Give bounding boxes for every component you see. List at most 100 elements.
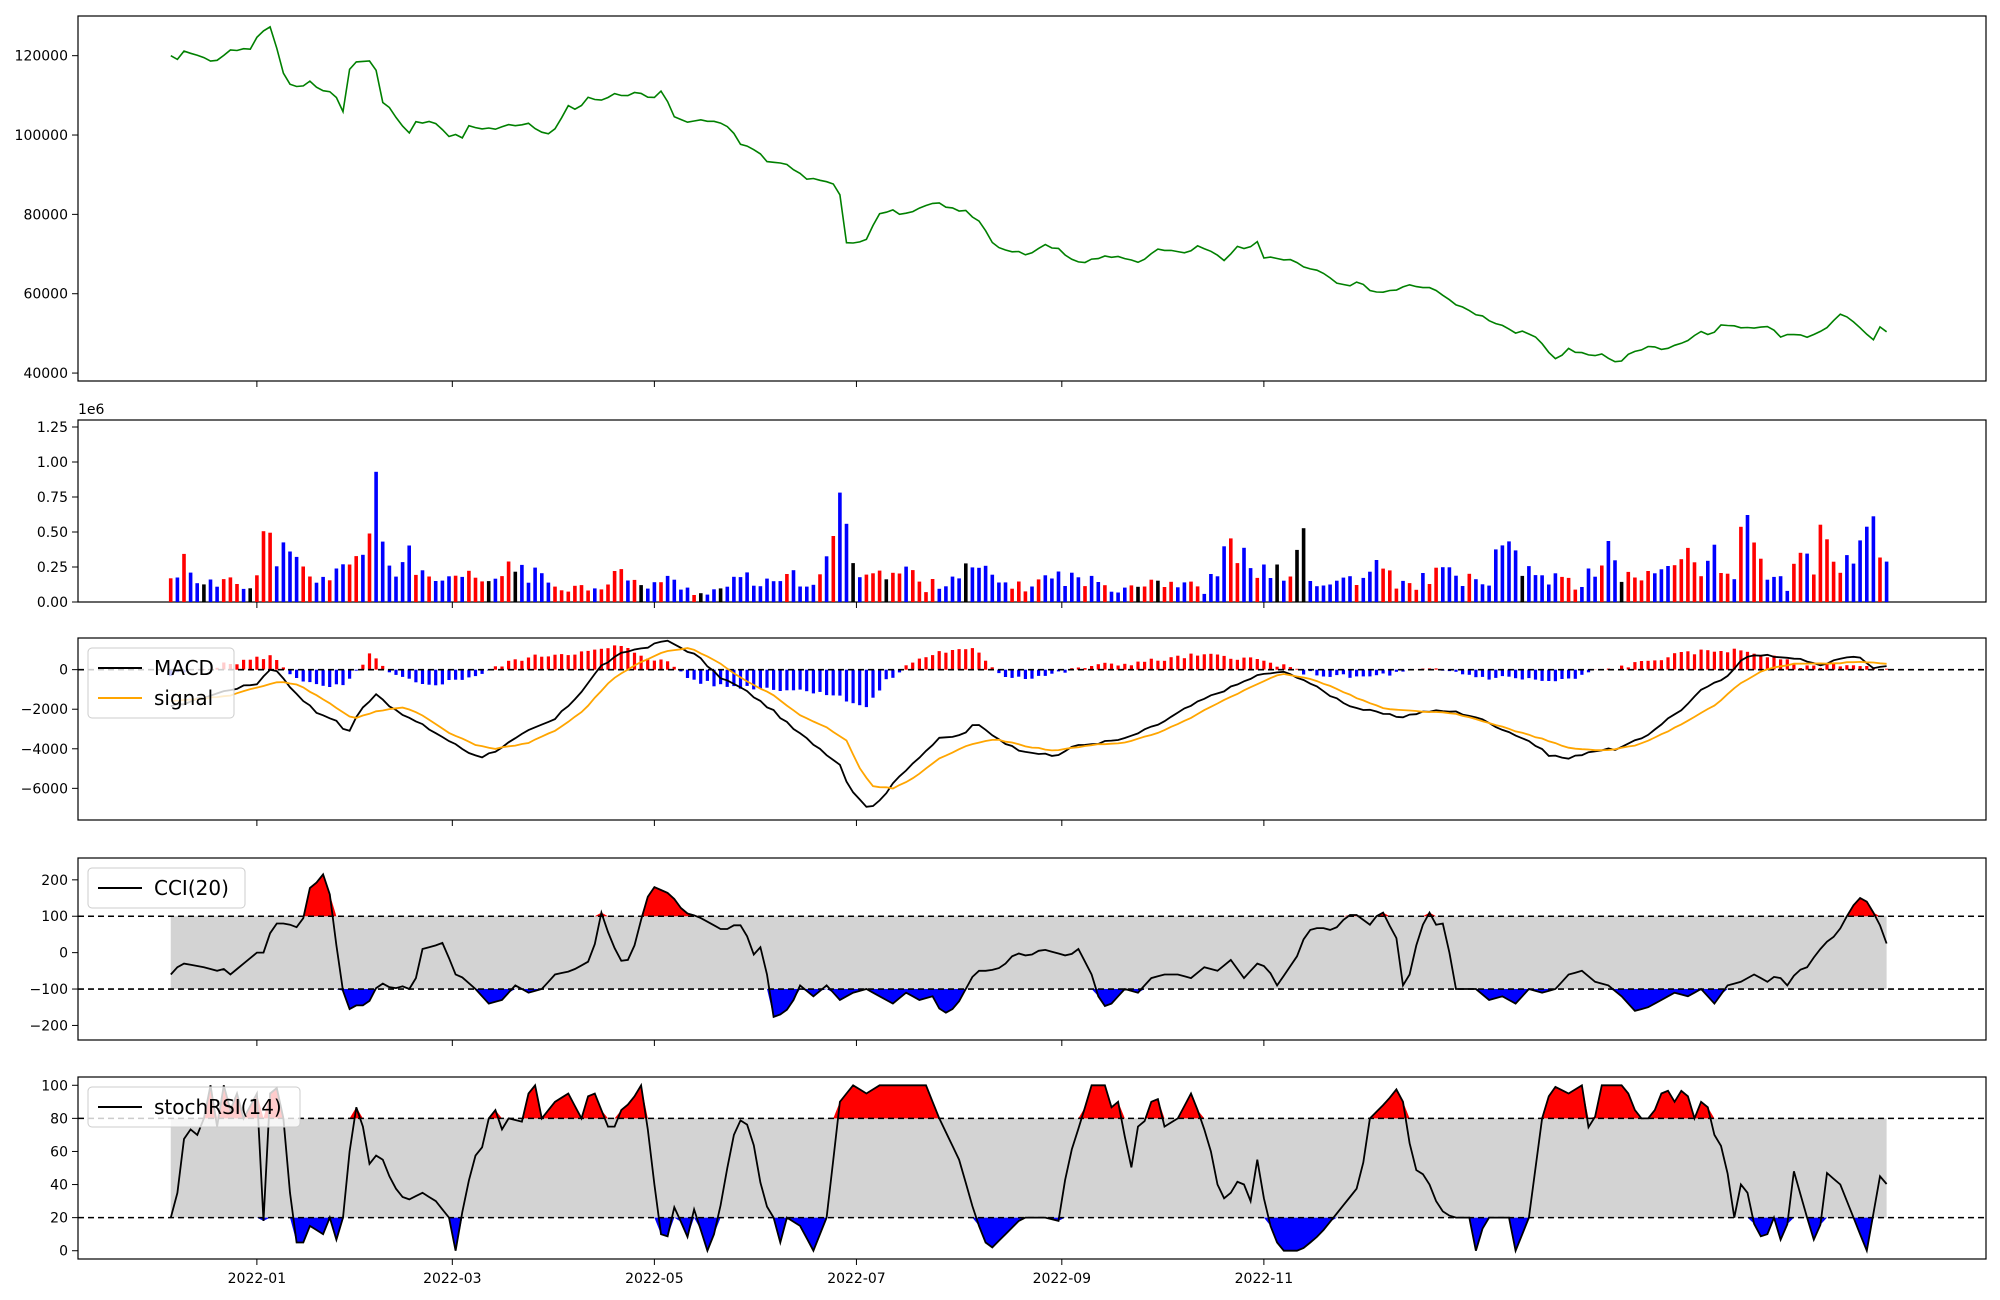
macd-histogram-bar <box>1355 669 1359 677</box>
macd-histogram-bar <box>1520 669 1524 680</box>
volume-bar <box>752 585 756 602</box>
macd-histogram-bar <box>1586 669 1591 673</box>
macd-histogram-bar <box>1143 661 1147 670</box>
volume-bar <box>520 564 524 602</box>
volume-bar <box>586 590 590 602</box>
macd-histogram-bar <box>1560 669 1564 679</box>
macd-histogram-bar <box>1268 662 1273 670</box>
macd-histogram-bar <box>579 651 584 670</box>
volume-bar <box>387 565 392 602</box>
stochrsi-overbought-fill <box>170 1085 1887 1119</box>
xtick-label: 2022-07 <box>827 1271 886 1287</box>
volume-bar <box>1368 571 1372 602</box>
volume-bar <box>1381 568 1385 602</box>
macd-histogram-bar <box>560 654 564 670</box>
xtick-label: 2022-05 <box>625 1271 684 1287</box>
volume-bar <box>599 589 604 602</box>
volume-bar <box>1229 538 1233 602</box>
macd-histogram-bar <box>374 658 378 670</box>
3-ytick-label: 100 <box>41 909 68 925</box>
macd-histogram-bar <box>619 646 623 670</box>
macd-histogram-bar <box>500 666 504 670</box>
macd-histogram-bar <box>1255 659 1259 670</box>
volume-bar <box>957 578 961 602</box>
volume-bar <box>559 590 564 602</box>
macd-histogram-bar <box>1209 653 1213 670</box>
macd-histogram-bar <box>387 669 391 673</box>
1-ytick-label: 0.00 <box>37 595 68 611</box>
volume-bar <box>1586 568 1591 602</box>
volume-bar <box>1361 577 1366 602</box>
volume-bar <box>473 577 478 602</box>
volume-bar <box>1772 576 1776 602</box>
macd-histogram-bar <box>473 669 478 677</box>
volume-offset-text: 1e6 <box>78 402 105 418</box>
volume-bar <box>924 592 928 602</box>
macd-histogram-bar <box>977 652 981 670</box>
volume-bar <box>493 578 498 602</box>
volume-bar <box>626 580 630 602</box>
volume-bar <box>1096 582 1101 602</box>
macd-histogram-bar <box>646 658 650 670</box>
macd-histogram-bar <box>1050 669 1054 674</box>
macd-histogram-bar <box>811 669 815 694</box>
macd-panel: −6000 −4000 −2000 0 MACD signal <box>21 637 1987 826</box>
volume-bar <box>1460 586 1465 602</box>
macd-histogram-bar <box>242 659 246 670</box>
volume-bar <box>1719 573 1723 602</box>
xtick-label: 2022-11 <box>1235 1271 1294 1287</box>
macd-histogram-bar <box>427 669 431 685</box>
volume-bar <box>506 561 511 602</box>
volume-bar <box>791 570 796 602</box>
volume-bar <box>221 579 226 602</box>
macd-histogram-bar <box>1388 669 1392 676</box>
volume-bar <box>632 579 637 602</box>
volume-bar <box>672 579 677 602</box>
volume-bar <box>738 577 743 602</box>
macd-histogram-bar <box>255 656 259 670</box>
macd-histogram-bar <box>1321 669 1326 677</box>
macd-histogram-bar <box>261 659 266 670</box>
macd-histogram-bar <box>672 666 676 670</box>
volume-bar <box>1792 563 1796 602</box>
macd-legend-label: MACD <box>154 656 214 680</box>
1-ytick-label: 1.00 <box>37 455 68 471</box>
volume-bar <box>1328 584 1332 602</box>
macd-histogram-bar <box>381 665 385 670</box>
macd-histogram-bar <box>719 669 723 685</box>
macd-histogram-bar <box>1726 652 1730 670</box>
macd-histogram-bar <box>1202 654 1206 670</box>
volume-bar <box>732 576 736 602</box>
macd-histogram-bar <box>321 669 325 686</box>
3-ytick-label: −100 <box>30 982 68 998</box>
macd-histogram-bar <box>1282 664 1286 670</box>
macd-histogram-bar <box>1434 668 1438 670</box>
volume-bar <box>168 578 173 602</box>
volume-bar <box>798 586 802 602</box>
macd-histogram-bar <box>1235 659 1239 670</box>
macd-histogram-bar <box>652 660 656 670</box>
volume-bar <box>685 587 690 602</box>
macd-histogram-bar <box>738 669 743 689</box>
0-ytick-label: 80000 <box>23 207 68 223</box>
volume-bar <box>420 570 425 602</box>
volume-bar <box>1513 550 1518 602</box>
macd-histogram-bar <box>725 669 729 687</box>
volume-bar <box>1759 558 1763 602</box>
volume-bar <box>665 575 670 602</box>
volume-bar <box>858 577 862 602</box>
volume-bar <box>1712 544 1717 602</box>
stochrsi-panel: 0 20 40 60 80 100 stochRSI(14) 2022-01 2022-03 20… <box>41 1076 1987 1287</box>
macd-histogram-bar <box>593 649 597 670</box>
macd-histogram-bar <box>1083 668 1087 670</box>
volume-bar <box>1527 566 1531 602</box>
volume-bar <box>288 551 292 602</box>
macd-histogram-bar <box>434 669 438 686</box>
macd-histogram-bar <box>878 669 882 691</box>
macd-histogram-bar <box>440 669 444 685</box>
price-panel: 40000 60000 80000 100000 120000 <box>15 15 1987 387</box>
macd-histogram-bar <box>626 648 630 670</box>
macd-axes-frame <box>77 637 1987 821</box>
volume-bar <box>182 553 186 602</box>
